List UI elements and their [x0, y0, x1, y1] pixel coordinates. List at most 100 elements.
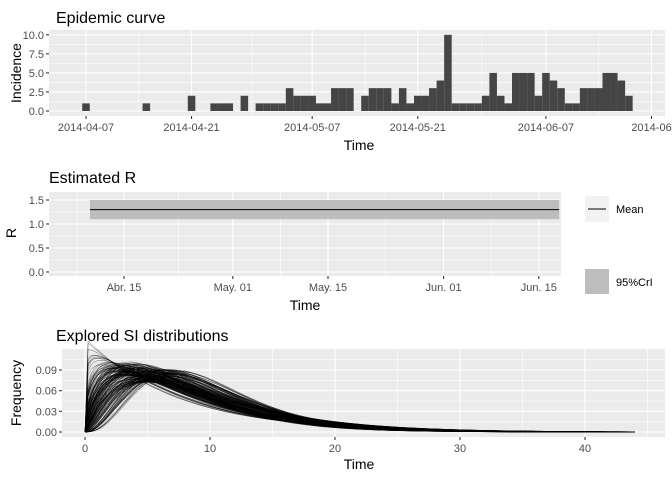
- si-x-tick-label: 20: [329, 443, 341, 455]
- epicurve-bars: [82, 34, 633, 111]
- epicurve-bar: [564, 103, 573, 111]
- epicurve-x-tick-label: 2014-06-07: [518, 122, 574, 134]
- epicurve-bar: [315, 103, 324, 111]
- si-y-tick-label: 0.06: [36, 386, 57, 398]
- si-x-tick-label: 30: [454, 443, 466, 455]
- epicurve-bar: [587, 88, 595, 111]
- epicurve-bar: [579, 88, 588, 111]
- epicurve-bar: [323, 103, 332, 111]
- epicurve-y-tick-label: 0.0: [29, 106, 44, 118]
- epicurve-bar: [512, 72, 520, 111]
- epicurve-bar: [534, 95, 543, 111]
- epicurve-x-tick-label: 2014-06: [631, 122, 671, 134]
- epicurve-bar: [519, 72, 528, 111]
- epicurve-bar: [187, 95, 196, 111]
- epicurve-x-tick-label: 2014-04-21: [163, 122, 219, 134]
- estimated-r-x-tick-label: Jun. 15: [521, 282, 557, 294]
- legend-label-ci: 95%CrI: [616, 277, 653, 289]
- epicurve-bar: [225, 103, 234, 111]
- estimated-r-title: Estimated R: [49, 170, 136, 187]
- epicurve-bar: [391, 103, 399, 111]
- si-curve: [84, 364, 635, 433]
- epicurve-bar: [474, 103, 482, 111]
- estimated-r-x-tick-label: Abr. 15: [107, 282, 142, 294]
- epicurve-bar: [481, 95, 490, 111]
- si-y-title: Frequency: [8, 360, 24, 426]
- epicurve-bar: [300, 95, 309, 111]
- estimated-r-y-axis: 0.0 0.5 1.0 1.5: [29, 195, 49, 279]
- epicurve-y-tick-label: 7.5: [29, 49, 44, 61]
- epicurve-bar: [82, 103, 90, 111]
- epicurve-bar: [557, 88, 565, 111]
- estimated-r-y-tick-label: 1.5: [29, 195, 44, 207]
- epicurve-bar: [496, 95, 505, 111]
- epicurve-bar: [602, 72, 611, 111]
- estimated-r-x-axis: Abr. 15 May. 01 May. 15 Jun. 01 Jun. 15: [107, 276, 557, 294]
- epicurve-x-title: Time: [344, 137, 375, 153]
- epicurve-bar: [398, 88, 407, 111]
- legend: Mean 95%CrI: [585, 196, 653, 294]
- epicurve-bar: [421, 95, 430, 111]
- si-y-tick-label: 0.00: [36, 427, 57, 439]
- epicurve-bar: [406, 103, 414, 111]
- estimated-r-y-tick-label: 1.0: [29, 219, 44, 231]
- legend-label-mean: Mean: [616, 204, 644, 216]
- epicurve-bar: [210, 103, 218, 111]
- epicurve-bar: [413, 95, 422, 111]
- epicurve-bar: [361, 95, 369, 111]
- epicurve-bar: [489, 72, 497, 111]
- epicurve-bar: [255, 103, 264, 111]
- epicurve-bar: [240, 95, 249, 111]
- epicurve-bar: [270, 103, 279, 111]
- epicurve-bar: [610, 72, 618, 111]
- epicurve-y-tick-label: 2.5: [29, 87, 44, 99]
- epicurve-x-tick-label: 2014-04-07: [58, 122, 114, 134]
- estimated-r-x-title: Time: [290, 297, 321, 313]
- epicurve-bar: [429, 88, 437, 111]
- si-y-axis: 0.00 0.03 0.06 0.09: [36, 365, 62, 439]
- epicurve-bar: [572, 103, 580, 111]
- epicurve-bar: [278, 103, 286, 111]
- si-x-tick-label: 0: [82, 443, 88, 455]
- epicurve-bar: [263, 103, 271, 111]
- epicurve-title: Epidemic curve: [56, 10, 165, 27]
- epicurve-bar: [625, 95, 633, 111]
- epicurve-y-tick-label: 5.0: [29, 68, 44, 80]
- epicurve-bar: [617, 80, 626, 111]
- estimated-r-x-tick-label: May. 01: [214, 282, 252, 294]
- epicurve-minor-grid: [49, 30, 665, 116]
- si-x-axis: 0 10 20 30 40: [82, 437, 591, 455]
- si-y-tick-label: 0.03: [36, 406, 57, 418]
- si-y-tick-label: 0.09: [36, 365, 57, 377]
- epicurve-bar: [466, 103, 475, 111]
- epicurve-panel: Epidemic curve 0.0 2.5 5.0 7.5 10.0 2014-04-…: [8, 10, 672, 153]
- epicurve-bar: [594, 88, 603, 111]
- legend-key-ci: [585, 269, 609, 294]
- epicurve-bar: [459, 103, 467, 111]
- epicurve-x-tick-label: 2014-05-21: [390, 122, 446, 134]
- epicurve-x-axis: 2014-04-07 2014-04-21 2014-05-07 2014-05-21…: [58, 116, 672, 134]
- si-panel: Explored SI distributions 0.000.030.060.…: [8, 328, 665, 472]
- epicurve-bar: [376, 88, 384, 111]
- epicurve-y-axis: 0.0 2.5 5.0 7.5 10.0: [23, 30, 49, 118]
- epicurve-bar: [308, 95, 316, 111]
- si-curves: [84, 340, 636, 433]
- epicurve-bar: [368, 88, 377, 111]
- estimated-r-y-title: R: [3, 228, 19, 238]
- epicurve-bar: [142, 103, 151, 111]
- epicurve-bar: [542, 72, 550, 111]
- epicurve-y-tick-label: 10.0: [23, 30, 44, 42]
- epicurve-bar: [285, 88, 294, 111]
- si-plot-area: [62, 349, 665, 437]
- estimated-r-y-tick-label: 0.5: [29, 243, 44, 255]
- epicurve-bar: [451, 103, 460, 111]
- epicurve-bar: [338, 88, 347, 111]
- estimated-r-x-tick-label: Jun. 01: [426, 282, 462, 294]
- epicurve-bar: [444, 34, 452, 111]
- epicurve-bar: [331, 88, 339, 111]
- si-curve: [84, 368, 635, 433]
- si-title: Explored SI distributions: [56, 328, 229, 345]
- epicurve-bar: [383, 88, 392, 111]
- epicurve-x-tick-label: 2014-05-07: [284, 122, 340, 134]
